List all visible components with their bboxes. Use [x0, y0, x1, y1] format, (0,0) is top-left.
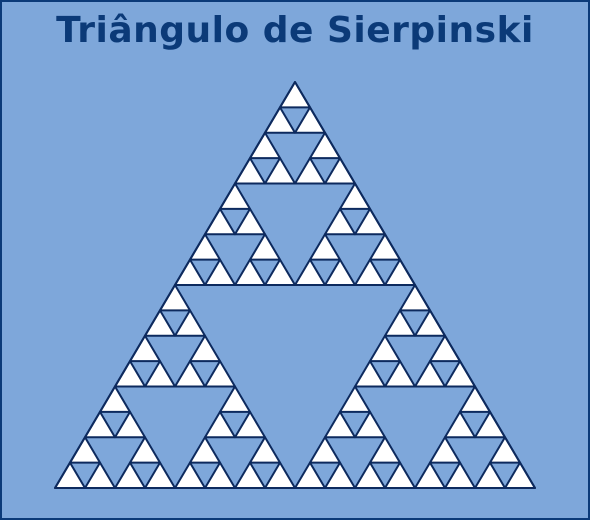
- sierpinski-cell-triangle: [264, 461, 296, 489]
- sierpinski-cell-triangle: [234, 410, 266, 439]
- sierpinski-cell-triangle: [489, 436, 521, 464]
- triangle-group: [54, 81, 536, 489]
- sierpinski-cell-triangle: [99, 385, 131, 413]
- sierpinski-cell-triangle: [414, 309, 446, 337]
- sierpinski-cell-triangle: [114, 461, 146, 489]
- sierpinski-cell-triangle: [414, 461, 446, 489]
- sierpinski-cell-triangle: [249, 131, 281, 160]
- sierpinski-cell-triangle: [54, 461, 86, 489]
- sierpinski-cell-triangle: [324, 157, 356, 185]
- sierpinski-cell-triangle: [444, 360, 476, 388]
- sierpinski-cell-triangle: [354, 207, 386, 236]
- sierpinski-cell-triangle: [309, 436, 341, 464]
- sierpinski-cell-triangle: [249, 436, 281, 464]
- sierpinski-cell-triangle: [249, 233, 281, 261]
- sierpinski-cell-triangle: [144, 461, 176, 489]
- sierpinski-cell-triangle: [234, 157, 266, 185]
- sierpinski-cell-triangle: [84, 461, 116, 489]
- sierpinski-cell-triangle: [429, 334, 461, 363]
- sierpinski-cell-triangle: [384, 258, 416, 286]
- sierpinski-cell-triangle: [384, 461, 416, 489]
- sierpinski-cell-triangle: [369, 436, 401, 464]
- sierpinski-cell-triangle: [504, 461, 536, 489]
- sierpinski-cell-triangle: [339, 385, 371, 413]
- sierpinski-cell-triangle: [144, 309, 176, 337]
- sierpinski-cell-triangle: [324, 461, 356, 489]
- sierpinski-cell-triangle: [264, 258, 296, 286]
- sierpinski-cell-triangle: [369, 334, 401, 363]
- sierpinski-cell-triangle: [324, 410, 356, 439]
- sierpinski-cell-triangle: [474, 410, 506, 439]
- sierpinski-cell-triangle: [399, 284, 431, 312]
- sierpinski-outline: [54, 81, 536, 489]
- sierpinski-cell-triangle: [324, 207, 356, 236]
- sierpinski-cell-triangle: [204, 258, 236, 286]
- sierpinski-cell-triangle: [354, 258, 386, 286]
- sierpinski-cell-triangle: [414, 360, 446, 388]
- sierpinski-cell-triangle: [204, 207, 236, 236]
- sierpinski-cell-triangle: [174, 461, 206, 489]
- sierpinski-cell-triangle: [234, 207, 266, 236]
- sierpinski-cell-triangle: [294, 157, 326, 185]
- sierpinski-cell-triangle: [354, 461, 386, 489]
- sierpinski-cell-triangle: [84, 410, 116, 439]
- sierpinski-cell-triangle: [294, 106, 326, 134]
- sierpinski-cell-triangle: [279, 81, 311, 109]
- sierpinski-cell-triangle: [324, 258, 356, 286]
- sierpinski-cell-triangle: [429, 436, 461, 464]
- page-title: Triângulo de Sierpinski: [56, 10, 534, 51]
- sierpinski-cell-triangle: [159, 284, 191, 312]
- sierpinski-cell-triangle: [114, 410, 146, 439]
- sierpinski-cell-triangle: [444, 410, 476, 439]
- sierpinski-cell-triangle: [444, 461, 476, 489]
- sierpinski-cell-triangle: [129, 436, 161, 464]
- sierpinski-cell-triangle: [144, 360, 176, 388]
- sierpinski-cell-triangle: [384, 309, 416, 337]
- sierpinski-cell-triangle: [189, 233, 221, 261]
- sierpinski-cell-triangle: [174, 309, 206, 337]
- sierpinski-cell-triangle: [189, 436, 221, 464]
- sierpinski-cell-triangle: [234, 461, 266, 489]
- sierpinski-cell-triangle: [339, 182, 371, 210]
- sierpinski-cell-triangle: [219, 385, 251, 413]
- sierpinski-cell-triangle: [369, 233, 401, 261]
- sierpinski-cell-triangle: [384, 360, 416, 388]
- sierpinski-cell-triangle: [204, 410, 236, 439]
- sierpinski-cell-triangle: [189, 334, 221, 363]
- sierpinski-cell-triangle: [174, 360, 206, 388]
- sierpinski-cell-triangle: [174, 258, 206, 286]
- sierpinski-cell-triangle: [294, 461, 326, 489]
- sierpinski-cell-triangle: [294, 258, 326, 286]
- sierpinski-cell-triangle: [69, 436, 101, 464]
- sierpinski-cell-triangle: [309, 233, 341, 261]
- sierpinski-cell-triangle: [264, 157, 296, 185]
- sierpinski-cell-triangle: [354, 360, 386, 388]
- sierpinski-cell-triangle: [309, 131, 341, 160]
- sierpinski-cell-triangle: [129, 334, 161, 363]
- sierpinski-cell-triangle: [474, 461, 506, 489]
- sierpinski-cell-triangle: [219, 182, 251, 210]
- sierpinski-cell-triangle: [114, 360, 146, 388]
- sierpinski-cell-triangle: [354, 410, 386, 439]
- sierpinski-cell-triangle: [264, 106, 296, 134]
- sierpinski-cell-triangle: [204, 360, 236, 388]
- sierpinski-cell-triangle: [234, 258, 266, 286]
- sierpinski-cell-triangle: [204, 461, 236, 489]
- sierpinski-cell-triangle: [459, 385, 491, 413]
